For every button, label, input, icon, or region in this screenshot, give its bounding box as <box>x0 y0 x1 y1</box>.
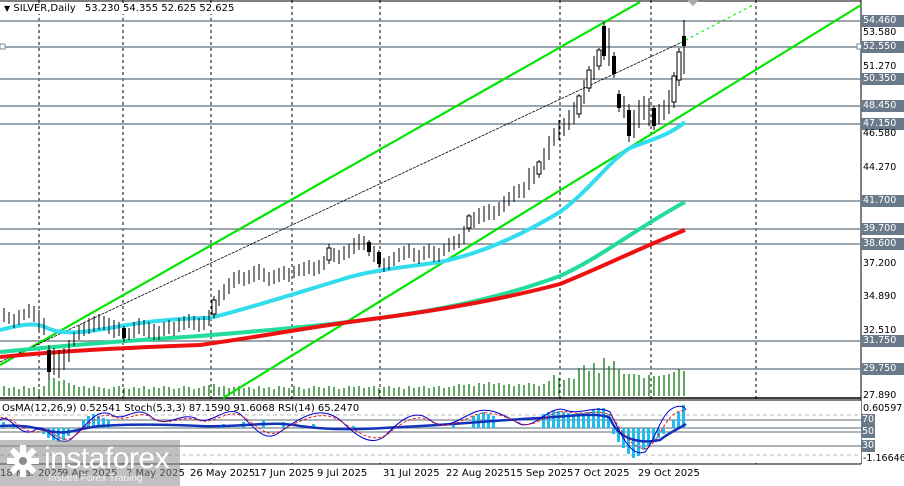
indicator-max: 0.60597 <box>863 403 903 414</box>
price-tick: 53.580 <box>863 27 897 38</box>
price-tick: 32.510 <box>863 325 897 336</box>
triangle-down-icon[interactable]: ▼ <box>4 4 11 13</box>
price-tick: 37.200 <box>863 258 897 269</box>
time-label: 26 May 2025 <box>190 468 256 479</box>
candlesticks <box>3 20 685 380</box>
chart-header: ▼ SILVER,Daily 53.230 54.355 52.625 52.6… <box>2 3 237 14</box>
price-label: 50.350 <box>861 73 904 85</box>
indicator-min: -1.16646 <box>863 453 904 464</box>
price-tick: 51.270 <box>863 61 897 72</box>
volume-bars <box>3 358 685 396</box>
symbol-timeframe: SILVER,Daily <box>13 3 76 14</box>
ohlc-values: 53.230 54.355 52.625 52.625 <box>84 3 235 14</box>
vertical-grid <box>38 0 757 464</box>
price-label: 29.750 <box>861 363 904 375</box>
gear-logo-icon <box>7 445 39 477</box>
level-handle[interactable] <box>0 43 6 50</box>
level-50: 50 <box>861 426 875 438</box>
candle-bodies-bullish <box>211 49 682 315</box>
time-label: 29 Oct 2025 <box>638 468 700 479</box>
stoch-signal-line <box>0 410 687 449</box>
brand-tagline: Instant Forex Trading <box>48 473 143 484</box>
time-label: 22 Aug 2025 <box>446 468 511 479</box>
price-label: 39.700 <box>861 223 904 235</box>
median-line-projection <box>679 3 756 44</box>
price-tick: 34.890 <box>863 291 897 302</box>
time-label: 31 Jul 2025 <box>383 468 440 479</box>
ema-slow-line <box>0 228 686 359</box>
stoch-main-line <box>0 405 687 454</box>
trend-channel[interactable] <box>0 1 862 399</box>
price-label: 47.150 <box>861 118 904 130</box>
time-label: 15 Sep 2025 <box>510 468 574 479</box>
median-line[interactable] <box>0 42 681 363</box>
price-label: 52.550 <box>861 41 904 53</box>
candle-bodies <box>47 26 686 372</box>
indicator-header: OsMA(12,26,9) 0.52541 Stoch(5,3,3) 87.15… <box>2 403 360 414</box>
time-label: 9 Jul 2025 <box>317 468 368 479</box>
time-label: 7 Oct 2025 <box>574 468 630 479</box>
price-label: 31.750 <box>861 335 904 347</box>
price-label: 48.450 <box>861 100 904 112</box>
instaforex-watermark: instaforex Instant Forex Trading <box>0 440 180 486</box>
price-tick: 27.890 <box>863 390 897 401</box>
price-label: 41.700 <box>861 195 904 207</box>
chart-shift-marker[interactable] <box>687 0 699 6</box>
price-label: 54.460 <box>861 15 904 27</box>
time-label: 17 Jun 2025 <box>254 468 315 479</box>
price-tick: 46.580 <box>863 128 897 139</box>
price-label: 38.600 <box>861 238 904 250</box>
brand-name: instaforex <box>44 442 170 475</box>
price-tick: 44.270 <box>863 162 897 173</box>
ema-fast-line <box>0 120 687 335</box>
level-70: 70 <box>861 414 875 426</box>
level-30: 30 <box>861 440 875 452</box>
horizontal-levels[interactable] <box>0 20 861 370</box>
